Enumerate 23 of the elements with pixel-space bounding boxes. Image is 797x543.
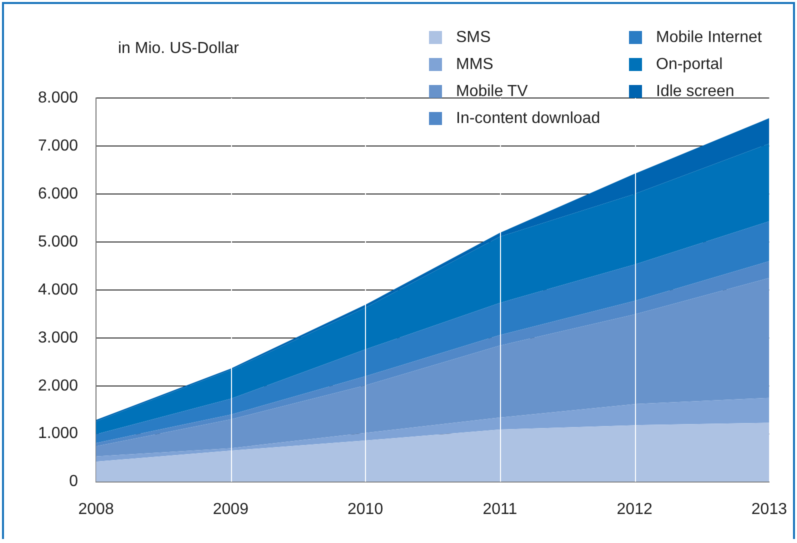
x-tick-label: 2010 bbox=[348, 500, 384, 518]
y-tick-label: 0 bbox=[69, 473, 78, 490]
legend-label: On-portal bbox=[656, 56, 723, 74]
legend-label: Idle screen bbox=[656, 82, 734, 100]
y-tick-label: 1.000 bbox=[38, 425, 78, 442]
y-tick-label: 5.000 bbox=[38, 233, 78, 250]
y-axis-title: in Mio. US-Dollar bbox=[118, 40, 239, 58]
y-tick-label: 8.000 bbox=[38, 89, 78, 106]
legend-label: SMS bbox=[456, 28, 491, 46]
legend-label: MMS bbox=[456, 56, 494, 74]
x-tick-label: 2011 bbox=[482, 500, 518, 518]
x-tick-label: 2009 bbox=[212, 500, 249, 518]
x-tick-label: 2012 bbox=[616, 500, 652, 518]
legend-label: In-content download bbox=[456, 110, 600, 128]
y-tick-label: 7.000 bbox=[38, 137, 78, 154]
y-tick-label: 3.000 bbox=[38, 329, 78, 346]
y-tick-label: 6.000 bbox=[38, 185, 78, 202]
y-tick-label: 2.000 bbox=[38, 377, 78, 394]
legend-label: Mobile Internet bbox=[656, 28, 762, 46]
legend-label: Mobile TV bbox=[456, 82, 528, 100]
x-tick-label: 2013 bbox=[751, 500, 788, 518]
y-tick-label: 4.000 bbox=[38, 281, 78, 298]
x-tick-label: 2008 bbox=[78, 500, 114, 518]
